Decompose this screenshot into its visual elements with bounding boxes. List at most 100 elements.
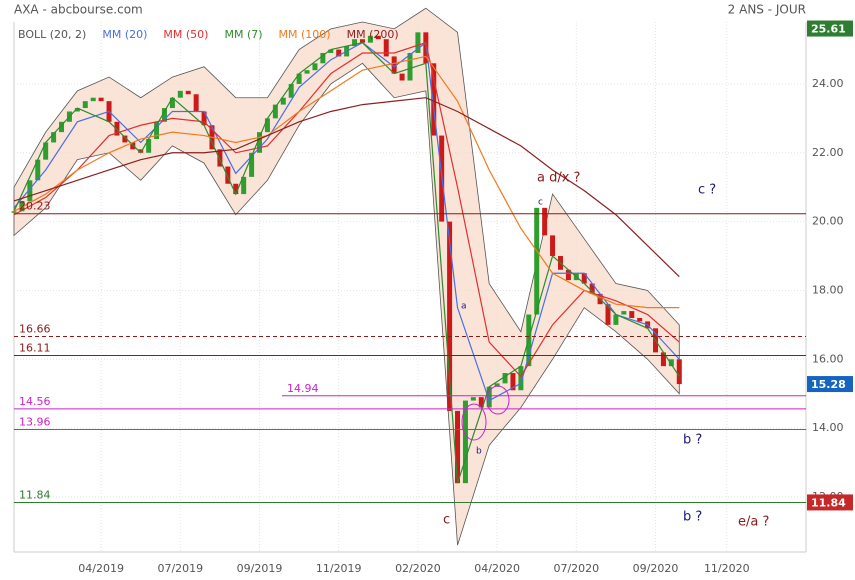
candle (27, 180, 33, 201)
moving-average-line (13, 41, 680, 402)
annotation: b ? (683, 433, 702, 448)
candle (447, 221, 453, 411)
candle (177, 90, 183, 98)
legend: BOLL (20, 2) MM (20) MM (50) MM (7) MM (100)… (18, 28, 399, 41)
candle (431, 63, 437, 136)
candle (233, 183, 239, 195)
candle (185, 90, 191, 95)
candle (257, 132, 263, 153)
candle (328, 49, 334, 53)
candle (668, 359, 674, 367)
level-label: 16.66 (19, 323, 51, 336)
candle (146, 139, 152, 153)
level-label: 16.11 (19, 341, 51, 354)
circle-marker (486, 385, 510, 415)
levels: 20.23 16.66 16.11 14.94 14.56 13.96 11.84 (14, 200, 806, 503)
bollinger-band (13, 7, 680, 546)
legend-entry: MM (20) (102, 28, 147, 41)
candle (407, 52, 413, 81)
candle (161, 108, 167, 122)
annotation: a d/x ? (537, 171, 580, 186)
candle (423, 32, 429, 64)
moving-average-line (13, 55, 680, 309)
candle (59, 121, 65, 133)
period-label: 2 ANS - JOUR (728, 3, 806, 17)
annotation: b ? (683, 510, 702, 525)
candle (399, 73, 405, 81)
candle (217, 149, 223, 167)
candle (605, 304, 611, 325)
candle (336, 49, 342, 57)
annotation: a (461, 302, 467, 312)
candle (130, 142, 136, 150)
legend-entry: MM (7) (224, 28, 262, 41)
x-tick-label: 02/2020 (395, 562, 441, 575)
price-tag-label: 11.84 (811, 496, 846, 509)
candle (478, 397, 484, 408)
x-tick-label: 04/2020 (474, 562, 520, 575)
price-tag (807, 494, 853, 511)
annotation: c ? (698, 183, 716, 198)
x-tick-label: 09/2019 (237, 562, 283, 575)
candle (613, 314, 619, 325)
moving-average-line (13, 41, 680, 378)
candle (470, 397, 476, 401)
candle (201, 111, 207, 126)
candle (264, 118, 270, 133)
candle (502, 373, 508, 384)
level-label: 14.56 (19, 395, 51, 408)
chart-title: AXA - abcbourse.com (14, 3, 143, 17)
legend-entry: MM (50) (163, 28, 208, 41)
x-tick-label: 09/2020 (633, 562, 679, 575)
y-tick-label: 24.00 (812, 77, 844, 90)
y-tick-label: 16.00 (812, 352, 844, 365)
candle (320, 52, 326, 64)
y-tick-label: 22.00 (812, 146, 844, 159)
candle (51, 132, 57, 143)
price-tags: 25.61 15.28 11.84 (807, 20, 853, 511)
level-label: 13.96 (19, 415, 51, 428)
moving-averages (13, 41, 680, 484)
price-tag-label: 15.28 (811, 378, 846, 391)
candle (589, 283, 595, 294)
candle (415, 32, 421, 53)
level-label: 20.23 (19, 200, 51, 213)
candle (367, 35, 373, 43)
level-label: 11.84 (19, 488, 51, 501)
candle (82, 101, 88, 109)
candle (225, 166, 231, 184)
x-tick-label: 04/2019 (78, 562, 124, 575)
legend-entry: MM (100) (279, 28, 331, 41)
annotation: c (443, 513, 450, 528)
candle (241, 176, 247, 195)
candle (138, 149, 144, 153)
candle (676, 359, 682, 385)
candle (375, 35, 381, 40)
candle (280, 97, 286, 105)
circle-marker (461, 403, 487, 441)
annotation: e/a ? (738, 515, 769, 530)
candle (518, 366, 524, 391)
candle (637, 317, 643, 322)
legend-entry: MM (200) (347, 28, 399, 41)
price-tag (807, 20, 853, 37)
level-label: 14.94 (287, 382, 319, 395)
candle (565, 269, 571, 281)
candle (249, 152, 255, 177)
candle (383, 39, 389, 57)
moving-average-line (13, 41, 680, 484)
candle (35, 159, 41, 181)
y-tick-label: 14.00 (812, 421, 844, 434)
annotation: b (476, 447, 482, 457)
price-tag-label: 25.61 (811, 23, 846, 36)
candle (486, 386, 492, 408)
candle (581, 273, 587, 284)
candle (462, 400, 468, 484)
candle (494, 383, 500, 387)
candle (193, 94, 199, 112)
candle (550, 235, 556, 257)
candle (154, 121, 160, 140)
candle (629, 311, 635, 318)
y-tick-label: 18.00 (812, 283, 844, 296)
